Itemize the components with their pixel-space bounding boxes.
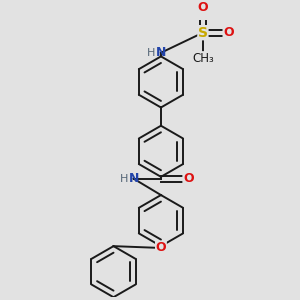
Text: H: H: [120, 174, 128, 184]
Text: O: O: [156, 242, 166, 254]
Text: CH₃: CH₃: [192, 52, 214, 65]
Text: H: H: [147, 48, 155, 58]
Text: S: S: [198, 26, 208, 40]
Text: O: O: [183, 172, 194, 185]
Text: O: O: [223, 26, 234, 39]
Text: O: O: [198, 1, 208, 13]
Text: N: N: [156, 46, 166, 59]
Text: N: N: [128, 172, 139, 185]
